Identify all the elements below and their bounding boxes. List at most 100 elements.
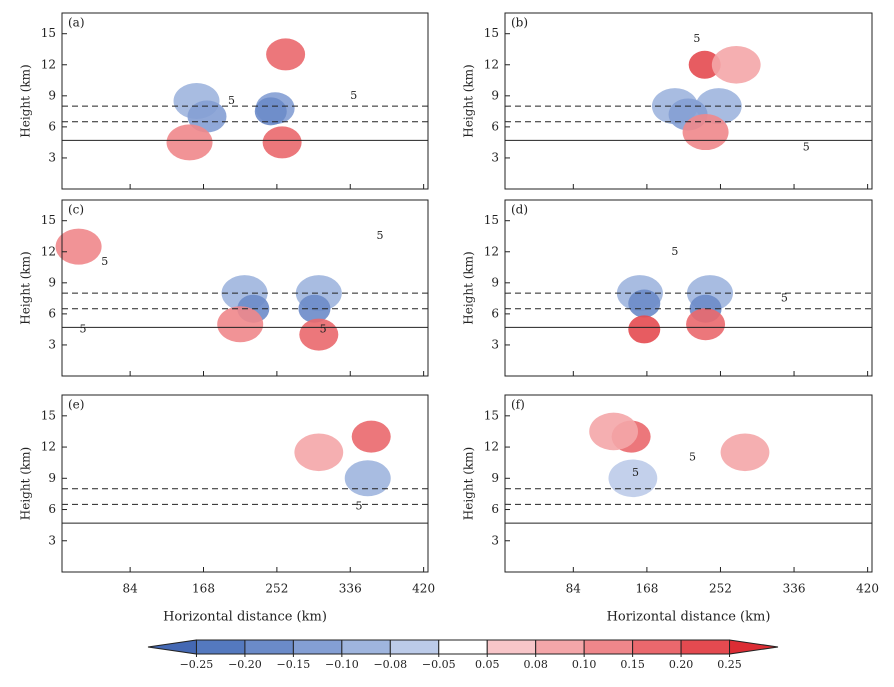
colorbar-end	[147, 639, 197, 655]
y-tick-label: 12	[484, 244, 499, 258]
colorbar-label: 0.08	[523, 658, 548, 671]
colorbar-box	[438, 639, 488, 655]
y-tick-label: 15	[484, 408, 499, 422]
colorbar-label: −0.25	[180, 658, 214, 671]
shaded-cell	[351, 420, 391, 453]
plot-frame	[504, 12, 873, 190]
colorbar-box	[680, 639, 731, 655]
y-tick-label: 3	[491, 337, 499, 351]
panel-label: (e)	[68, 398, 84, 412]
shaded-cell	[187, 100, 227, 133]
y-tick-label: 12	[41, 244, 56, 258]
colorbar-label: 0.20	[669, 658, 694, 671]
plot-frame	[61, 199, 429, 377]
colorbar-label: −0.05	[422, 658, 456, 671]
panel: 5 5 (d) 3 6 9 12 15 Height (km)	[462, 199, 873, 377]
y-tick-label: 15	[484, 26, 499, 40]
plot-frame	[504, 394, 873, 573]
colorbar-box	[583, 639, 634, 655]
shaded-cell	[266, 38, 306, 71]
y-axis-label: Height (km)	[19, 251, 33, 324]
y-tick-label: 3	[48, 533, 56, 547]
colorbar-label: −0.08	[373, 658, 407, 671]
x-tick-label: 168	[635, 582, 658, 596]
colorbar-end	[729, 639, 779, 655]
colorbar-box	[292, 639, 343, 655]
contour-label: 5	[689, 450, 696, 463]
y-axis-label: Height (km)	[462, 64, 476, 137]
y-tick-label: 9	[48, 275, 56, 289]
shaded-cell	[608, 459, 658, 498]
x-tick-label: 420	[412, 582, 435, 596]
shaded-cell	[294, 433, 344, 472]
x-tick-label: 420	[856, 582, 879, 596]
x-tick-label: 336	[783, 582, 806, 596]
y-tick-label: 6	[491, 119, 499, 133]
colorbar-label: 0.25	[717, 658, 742, 671]
contour-label: 5	[79, 322, 86, 335]
x-tick-label: 252	[709, 582, 732, 596]
y-tick-label: 6	[491, 502, 499, 516]
y-tick-label: 3	[48, 337, 56, 351]
y-tick-label: 3	[491, 150, 499, 164]
y-tick-label: 15	[41, 26, 56, 40]
y-tick-label: 6	[48, 119, 56, 133]
shaded-cell	[217, 306, 264, 343]
panel: 5 (e) 3 6 9 12 15 84 168 252 336 420 Height (km) Hori…	[19, 394, 435, 625]
colorbar-label: −0.10	[325, 658, 359, 671]
x-axis-label: Horizontal distance (km)	[607, 610, 771, 625]
y-tick-label: 3	[48, 150, 56, 164]
panel-label: (b)	[511, 16, 528, 30]
y-tick-label: 9	[491, 471, 499, 485]
shaded-cell	[344, 460, 391, 497]
contour-label: 5	[781, 291, 788, 304]
y-tick-label: 12	[41, 440, 56, 454]
y-tick-label: 15	[41, 213, 56, 227]
panel: 5 5 5 5 (c) 3 6 9 12 15 Height (km)	[19, 199, 429, 377]
panel: 5 5 (f) 3 6 9 12 15 84 168 252 336 420 Height (km) Hor…	[462, 394, 879, 625]
plot-frame	[61, 12, 429, 190]
y-tick-label: 15	[484, 213, 499, 227]
colorbar-box	[244, 639, 294, 655]
contour-label: 5	[228, 94, 235, 107]
panel: 5 5 (a) 3 6 9 12 15 Height (km)	[19, 12, 429, 190]
contour-label: 5	[376, 229, 383, 242]
panel-label: (d)	[511, 203, 528, 217]
contour-label: 5	[671, 245, 678, 258]
colorbar-label: 0.05	[475, 658, 500, 671]
contour-label: 5	[320, 322, 327, 335]
y-tick-label: 9	[491, 275, 499, 289]
x-tick-label: 84	[566, 582, 582, 596]
y-axis-label: Height (km)	[462, 251, 476, 324]
colorbar-box	[389, 639, 440, 655]
colorbar-label: 0.10	[572, 658, 597, 671]
shaded-cell	[262, 126, 302, 159]
shaded-cell	[628, 289, 661, 318]
shaded-cell	[628, 315, 661, 344]
plot-frame	[504, 199, 873, 377]
colorbar-box	[535, 639, 585, 655]
panel: 5 5 (b) 3 6 9 12 15 Height (km)	[462, 12, 873, 190]
panel-label: (f)	[511, 398, 525, 412]
colorbar-box	[341, 639, 391, 655]
y-axis-label: Height (km)	[462, 447, 476, 520]
shaded-cell	[299, 318, 339, 351]
contour-label: 5	[693, 32, 700, 45]
x-tick-label: 168	[192, 582, 215, 596]
y-axis-label: Height (km)	[19, 64, 33, 137]
colorbar-box	[195, 639, 246, 655]
y-tick-label: 12	[41, 57, 56, 71]
colorbar-label: 0.15	[620, 658, 645, 671]
y-tick-label: 9	[48, 88, 56, 102]
x-axis-label: Horizontal distance (km)	[163, 610, 327, 625]
contour-label: 5	[632, 466, 639, 479]
colorbar-box	[632, 639, 682, 655]
y-tick-label: 9	[48, 471, 56, 485]
shaded-cell	[711, 45, 761, 84]
contour-label: 5	[803, 141, 810, 154]
y-tick-label: 12	[484, 440, 499, 454]
shaded-cell	[688, 50, 721, 79]
panel-label: (c)	[68, 203, 84, 217]
colorbar-label: −0.15	[277, 658, 311, 671]
